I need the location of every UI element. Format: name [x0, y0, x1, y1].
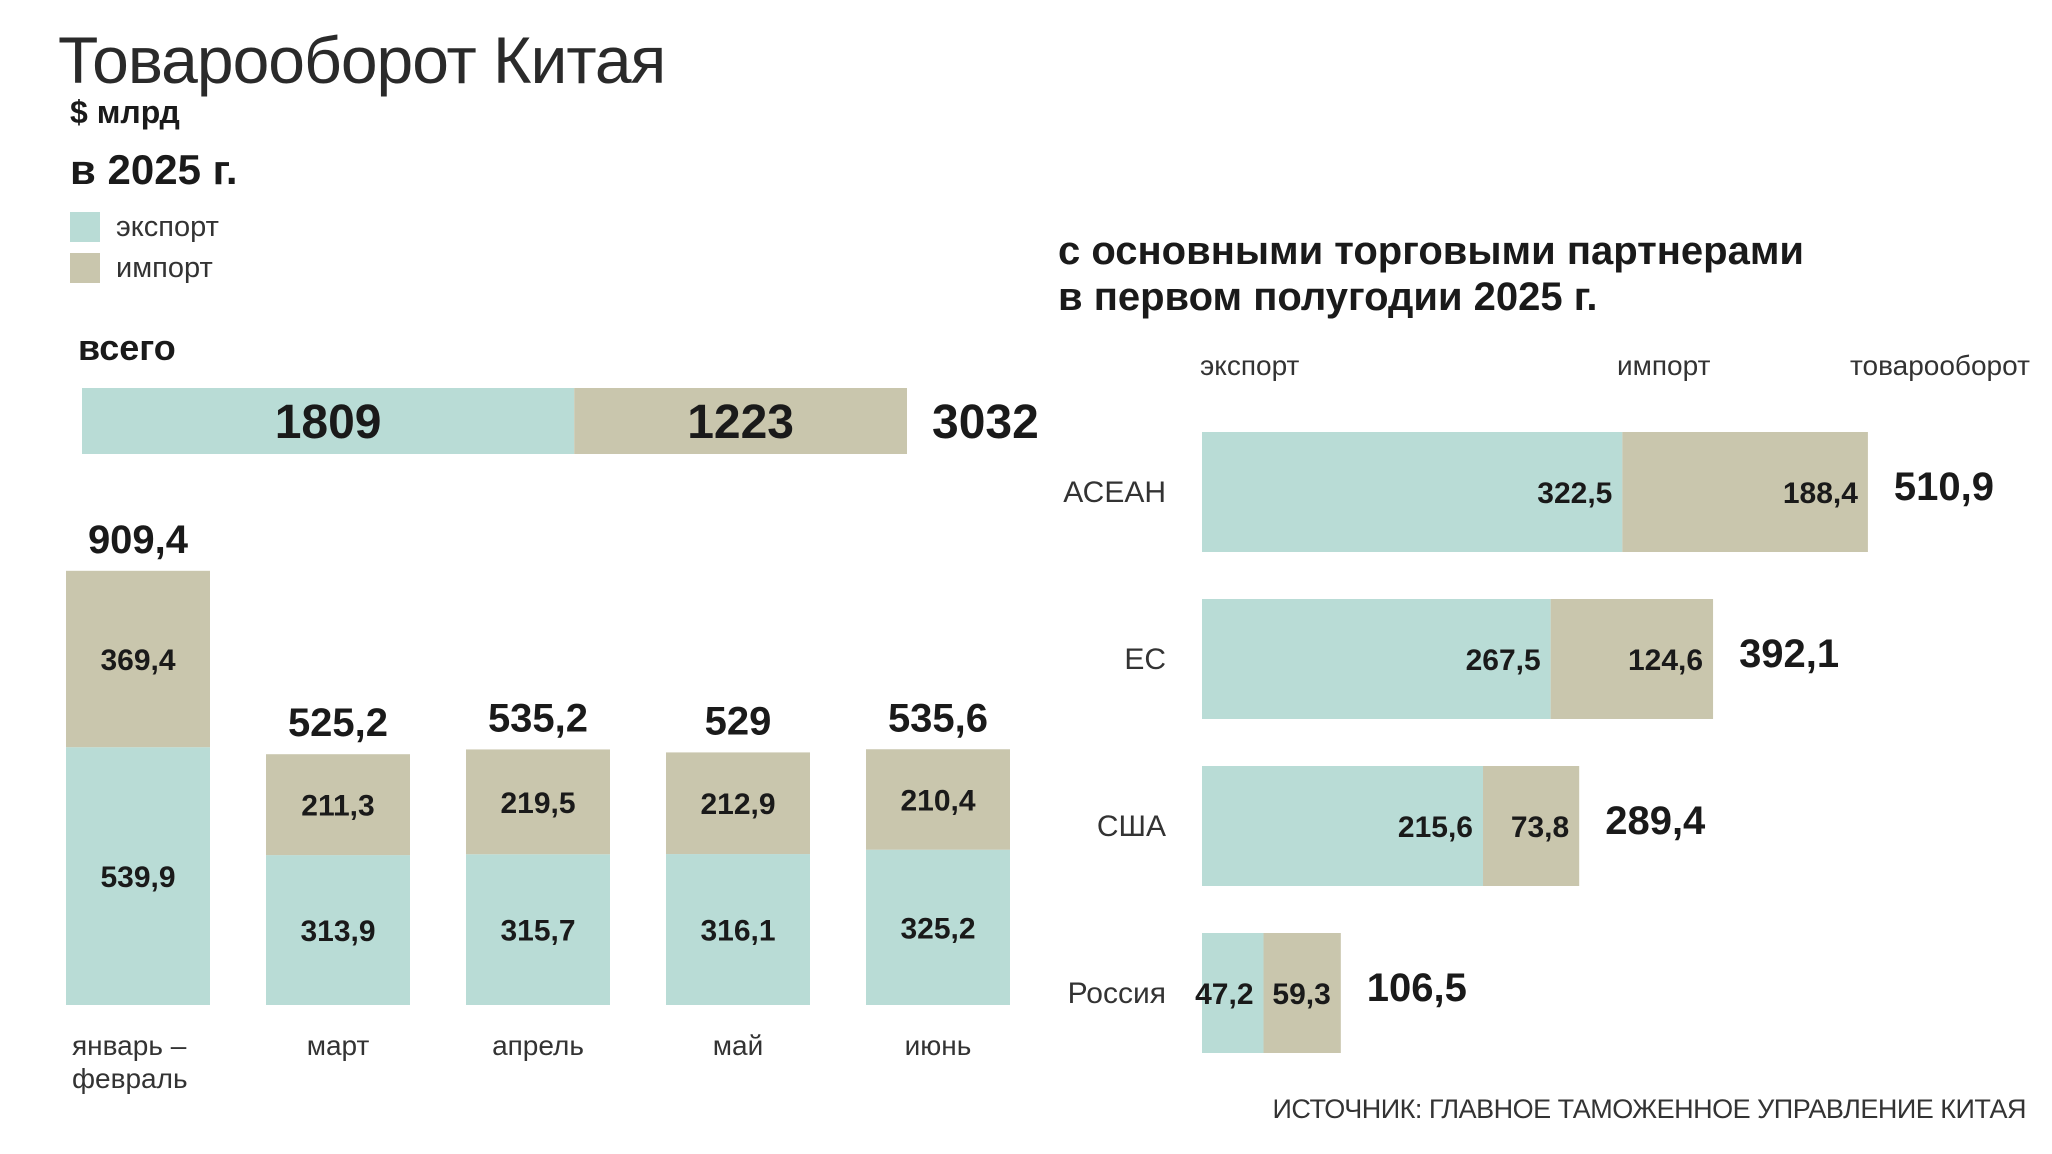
- month-import-value: 212,9: [700, 788, 775, 821]
- month-label-line: июнь: [905, 1030, 972, 1061]
- month-export-bar: [866, 849, 1010, 1005]
- month-export-bar: [266, 855, 410, 1005]
- month-import-bar: [866, 749, 1010, 850]
- partner-export-value: 267,5: [1466, 644, 1541, 677]
- month-export-bar: [466, 854, 610, 1005]
- partner-export-bar: [1202, 599, 1551, 719]
- month-import-bar: [666, 752, 810, 855]
- month-total-value: 529: [705, 699, 772, 743]
- legend-export-swatch: [70, 212, 100, 242]
- partner-export-bar: [1202, 766, 1484, 886]
- month-export-value: 316,1: [700, 915, 775, 948]
- month-label-line: апрель: [492, 1030, 584, 1061]
- partner-import-value: 59,3: [1272, 978, 1330, 1011]
- month-label: апрель: [492, 1030, 584, 1061]
- month-label-line: март: [307, 1030, 370, 1061]
- month-label-line: февраль: [72, 1063, 188, 1094]
- month-total-value: 525,2: [288, 701, 388, 745]
- chart-title: Товарооборот Китая: [58, 23, 666, 97]
- month-export-bar: [66, 747, 210, 1005]
- partner-import-value: 73,8: [1511, 811, 1569, 844]
- partner-total-value: 510,9: [1894, 465, 1994, 509]
- partner-export-value: 322,5: [1537, 477, 1612, 510]
- month-label: январь – февраль: [72, 1030, 188, 1094]
- partners-subtitle-line1: с основными торговыми партнерами: [1058, 229, 1805, 273]
- month-export-value: 539,9: [100, 861, 175, 894]
- month-import-value: 219,5: [500, 787, 575, 820]
- unit-label: $ млрд: [70, 94, 180, 130]
- column-head-turnover: товарооборот: [1850, 350, 2030, 381]
- month-export-value: 315,7: [500, 915, 575, 948]
- partner-label: США: [1097, 810, 1166, 843]
- partner-export-value: 47,2: [1195, 978, 1253, 1011]
- legend-export: экспорт: [70, 210, 219, 243]
- partner-total-value: 392,1: [1739, 632, 1839, 676]
- partner-import-bar: [1622, 432, 1868, 552]
- month-total-value: 909,4: [88, 518, 189, 562]
- legend-import: импорт: [70, 251, 213, 284]
- legend-import-label: импорт: [116, 251, 213, 284]
- total-export-value: 1809: [275, 396, 382, 449]
- month-total-value: 535,6: [888, 696, 988, 740]
- partner-import-value: 188,4: [1783, 477, 1858, 510]
- partner-total-value: 289,4: [1605, 799, 1706, 843]
- month-import-value: 369,4: [100, 644, 175, 677]
- month-export-bar: [666, 854, 810, 1005]
- partner-import-bar: [1550, 599, 1714, 719]
- partners-subtitle-line2: в первом полугодии 2025 г.: [1058, 275, 1598, 319]
- month-import-value: 211,3: [301, 790, 374, 823]
- legend-import-swatch: [70, 253, 100, 283]
- partner-import-value: 124,6: [1628, 644, 1703, 677]
- monthly-subtitle: в 2025 г.: [70, 146, 238, 193]
- partner-label: АСЕАН: [1063, 476, 1166, 509]
- column-head-import: импорт: [1617, 350, 1711, 381]
- month-import-value: 210,4: [900, 784, 975, 817]
- column-head-export: экспорт: [1200, 350, 1300, 381]
- partner-label: ЕС: [1124, 643, 1166, 676]
- partner-import-bar: [1263, 933, 1341, 1053]
- total-import-bar: [574, 388, 907, 454]
- legend-export-label: экспорт: [116, 210, 219, 243]
- partner-label: Россия: [1068, 977, 1166, 1010]
- partner-total-value: 106,5: [1367, 966, 1467, 1010]
- total-category-label: всего: [78, 327, 176, 368]
- month-import-bar: [66, 570, 210, 748]
- month-total-value: 535,2: [488, 696, 588, 740]
- source-note: ИСТОЧНИК: ГЛАВНОЕ ТАМОЖЕННОЕ УПРАВЛЕНИЕ …: [1272, 1094, 2027, 1124]
- month-import-bar: [266, 754, 410, 856]
- total-import-value: 1223: [687, 396, 794, 449]
- month-label: май: [713, 1030, 763, 1061]
- month-label-line: январь –: [72, 1030, 187, 1061]
- month-export-value: 325,2: [900, 912, 975, 945]
- partner-export-bar: [1202, 432, 1623, 552]
- total-export-bar: [82, 388, 575, 454]
- month-label: март: [307, 1030, 370, 1061]
- month-import-bar: [466, 749, 610, 855]
- month-label: июнь: [905, 1030, 972, 1061]
- total-turnover-value: 3032: [932, 396, 1039, 449]
- month-export-value: 313,9: [300, 915, 375, 948]
- partners-subtitle: с основными торговыми партнерами в перво…: [1058, 228, 1804, 320]
- partner-import-bar: [1483, 766, 1580, 886]
- partner-export-bar: [1202, 933, 1264, 1053]
- partner-export-value: 215,6: [1398, 811, 1473, 844]
- month-label-line: май: [713, 1030, 763, 1061]
